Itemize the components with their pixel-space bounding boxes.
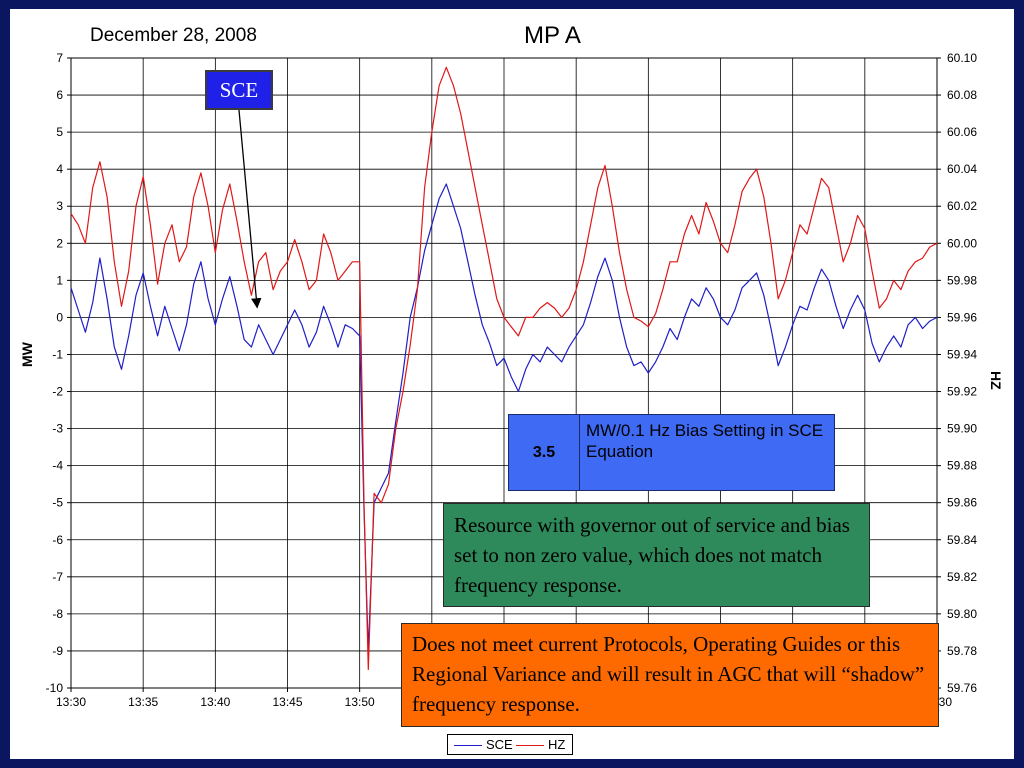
sce-callout-box: SCE [205,70,273,110]
y-tick-label-left: -2 [52,385,63,399]
governor-note-box: Resource with governor out of service an… [443,503,870,607]
y-tick-label-left: -4 [52,459,63,473]
legend-item-sce: SCE [454,735,513,754]
y-tick-label-left: -8 [52,607,63,621]
y-tick-label-left: 1 [56,273,63,287]
y-tick-label-left: -3 [52,422,63,436]
y-tick-label-left: 5 [56,125,63,139]
y-tick-label-left: -10 [46,681,64,695]
y-tick-label-right: 60.10 [947,51,977,65]
y-axis-label-right: HZ [988,371,1004,390]
y-tick-label-left: 3 [56,199,63,213]
legend-label-sce: SCE [486,737,513,752]
bias-description: MW/0.1 Hz Bias Setting in SCE Equation [586,421,824,461]
legend-swatch-sce [454,745,482,747]
y-tick-label-left: 0 [56,310,63,324]
y-tick-label-left: -6 [52,533,63,547]
y-tick-label-right: 59.84 [947,533,977,547]
y-tick-label-left: -9 [52,644,63,658]
legend: SCE HZ [447,734,573,755]
y-tick-label-left: 4 [56,162,63,176]
y-tick-label-left: -1 [52,347,63,361]
y-tick-label-left: -5 [52,496,63,510]
x-tick-label: 13:35 [128,695,158,709]
legend-item-hz: HZ [516,735,565,754]
y-axis-label-left: MW [19,342,35,367]
y-tick-label-right: 60.04 [947,162,977,176]
y-tick-label-left: 2 [56,236,63,250]
chart-title: MP A [524,22,581,49]
y-tick-label-left: -7 [52,570,63,584]
y-tick-label-right: 59.80 [947,607,977,621]
slide: 7 60.10 6 60.08 5 60.06 4 60.04 3 60.02 2 60.00 1 59.… [10,9,1014,759]
sce-callout-arrow [238,109,262,309]
x-tick-label: 13:45 [272,695,302,709]
bias-setting-box: 3.5 MW/0.1 Hz Bias Setting in SCE Equati… [508,414,835,491]
x-tick-label: 13:50 [345,695,375,709]
legend-label-hz: HZ [548,737,566,752]
y-tick-label-right: 59.82 [947,570,977,584]
y-tick-label-right: 59.94 [947,347,977,361]
legend-swatch-hz [516,745,544,747]
series-line-sce [70,183,938,652]
y-tick-label-right: 59.98 [947,273,977,287]
y-tick-label-left: 7 [56,51,63,65]
date-label: December 28, 2008 [90,25,257,46]
y-tick-label-right: 59.90 [947,422,977,436]
y-tick-label-right: 59.76 [947,681,977,695]
protocol-note-box: Does not meet current Protocols, Operati… [401,623,939,727]
y-tick-label-right: 60.08 [947,88,977,102]
y-tick-label-left: 6 [56,88,63,102]
y-tick-label-right: 60.06 [947,125,977,139]
bias-divider [579,415,580,490]
y-tick-label-right: 59.92 [947,385,977,399]
y-tick-label-right: 60.00 [947,236,977,250]
bias-value: 3.5 [532,444,556,461]
series-line-hz [70,66,938,671]
y-tick-label-right: 59.96 [947,310,977,324]
x-tick-label: 13:30 [56,695,86,709]
x-tick-label: 13:40 [200,695,230,709]
y-tick-label-right: 59.86 [947,496,977,510]
y-tick-label-right: 59.78 [947,644,977,658]
y-tick-label-right: 60.02 [947,199,977,213]
y-tick-label-right: 59.88 [947,459,977,473]
